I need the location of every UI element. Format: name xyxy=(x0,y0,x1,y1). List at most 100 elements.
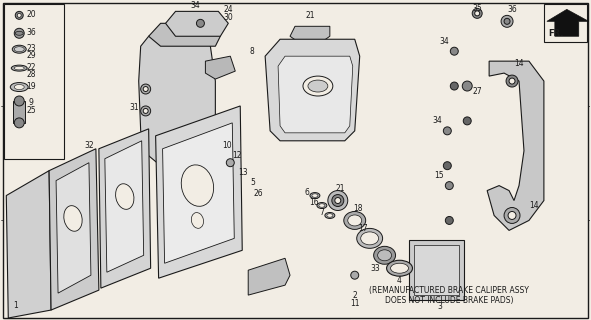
Circle shape xyxy=(17,13,21,17)
Text: 21: 21 xyxy=(305,11,314,20)
Text: 33: 33 xyxy=(371,264,381,273)
Text: 19: 19 xyxy=(27,82,36,91)
Circle shape xyxy=(446,182,453,189)
Polygon shape xyxy=(248,258,290,295)
Circle shape xyxy=(508,212,516,220)
Ellipse shape xyxy=(378,250,392,261)
Polygon shape xyxy=(149,23,220,46)
Bar xyxy=(13,101,25,123)
Ellipse shape xyxy=(319,204,325,207)
Text: 2: 2 xyxy=(352,291,357,300)
Text: 31: 31 xyxy=(129,103,138,112)
Circle shape xyxy=(443,162,452,170)
Polygon shape xyxy=(99,129,151,288)
Ellipse shape xyxy=(308,80,328,92)
Circle shape xyxy=(14,118,24,128)
Circle shape xyxy=(141,84,151,94)
Ellipse shape xyxy=(11,65,27,71)
Text: 23: 23 xyxy=(27,44,36,53)
Text: 35: 35 xyxy=(472,4,482,13)
Text: 34: 34 xyxy=(433,116,442,125)
Bar xyxy=(410,240,465,300)
Text: 13: 13 xyxy=(238,168,248,177)
Ellipse shape xyxy=(191,212,203,228)
Text: 21: 21 xyxy=(335,184,345,193)
Ellipse shape xyxy=(357,228,382,248)
Ellipse shape xyxy=(310,193,320,198)
Polygon shape xyxy=(163,123,234,263)
Ellipse shape xyxy=(391,263,408,273)
Polygon shape xyxy=(278,56,353,133)
Circle shape xyxy=(472,8,482,18)
Ellipse shape xyxy=(303,76,333,96)
Text: 17: 17 xyxy=(358,224,368,233)
Circle shape xyxy=(226,159,234,167)
Text: 7: 7 xyxy=(320,208,324,217)
Polygon shape xyxy=(105,141,144,272)
Text: 25: 25 xyxy=(27,107,36,116)
Circle shape xyxy=(350,271,359,279)
Text: DOES NOT INCLUDE BRAKE PADS): DOES NOT INCLUDE BRAKE PADS) xyxy=(385,296,514,305)
Circle shape xyxy=(446,216,453,224)
Circle shape xyxy=(504,18,510,24)
Circle shape xyxy=(509,78,515,84)
Text: 22: 22 xyxy=(27,63,36,72)
Text: 29: 29 xyxy=(27,51,36,60)
Text: 14: 14 xyxy=(529,201,539,210)
Ellipse shape xyxy=(14,47,24,52)
Text: 11: 11 xyxy=(350,299,359,308)
Circle shape xyxy=(443,127,452,135)
Bar xyxy=(544,4,587,42)
Ellipse shape xyxy=(312,194,318,197)
Ellipse shape xyxy=(348,215,362,226)
Ellipse shape xyxy=(387,260,413,276)
Text: 3: 3 xyxy=(437,301,442,311)
Text: 1: 1 xyxy=(13,300,18,309)
Circle shape xyxy=(15,12,23,19)
Text: 18: 18 xyxy=(353,204,362,213)
Ellipse shape xyxy=(374,246,395,264)
Text: (REMANUFACTURED BRAKE CALIPER ASSY: (REMANUFACTURED BRAKE CALIPER ASSY xyxy=(369,286,530,295)
Circle shape xyxy=(14,96,24,106)
Text: 30: 30 xyxy=(223,13,233,22)
Circle shape xyxy=(450,82,458,90)
Text: 26: 26 xyxy=(254,189,263,198)
Ellipse shape xyxy=(317,203,327,209)
Text: 4: 4 xyxy=(397,276,402,285)
Text: 6: 6 xyxy=(304,188,309,197)
Ellipse shape xyxy=(64,206,82,231)
Polygon shape xyxy=(49,149,99,310)
Text: 34: 34 xyxy=(440,37,449,46)
Text: 32: 32 xyxy=(84,141,94,150)
Polygon shape xyxy=(56,163,91,293)
Bar xyxy=(414,245,459,295)
Text: 34: 34 xyxy=(190,1,200,10)
Text: 12: 12 xyxy=(232,151,242,160)
Text: 28: 28 xyxy=(27,69,36,79)
Circle shape xyxy=(332,195,344,206)
Polygon shape xyxy=(7,171,51,318)
Circle shape xyxy=(141,106,151,116)
Text: FR.: FR. xyxy=(548,29,564,38)
Text: 5: 5 xyxy=(251,178,256,187)
Polygon shape xyxy=(155,106,242,278)
Text: 15: 15 xyxy=(434,171,444,180)
Circle shape xyxy=(475,11,480,16)
Text: 24: 24 xyxy=(223,5,233,14)
Circle shape xyxy=(14,28,24,38)
Ellipse shape xyxy=(327,214,333,217)
Circle shape xyxy=(463,117,471,125)
Text: 10: 10 xyxy=(222,141,232,150)
Text: 36: 36 xyxy=(27,28,36,37)
Ellipse shape xyxy=(12,45,26,53)
Text: 9: 9 xyxy=(29,99,34,108)
Text: 14: 14 xyxy=(514,59,524,68)
Circle shape xyxy=(450,47,458,55)
Circle shape xyxy=(501,15,513,27)
Ellipse shape xyxy=(14,84,24,90)
Circle shape xyxy=(335,197,341,204)
Ellipse shape xyxy=(10,83,28,92)
Polygon shape xyxy=(487,61,544,230)
Polygon shape xyxy=(265,39,360,141)
Ellipse shape xyxy=(325,212,335,219)
